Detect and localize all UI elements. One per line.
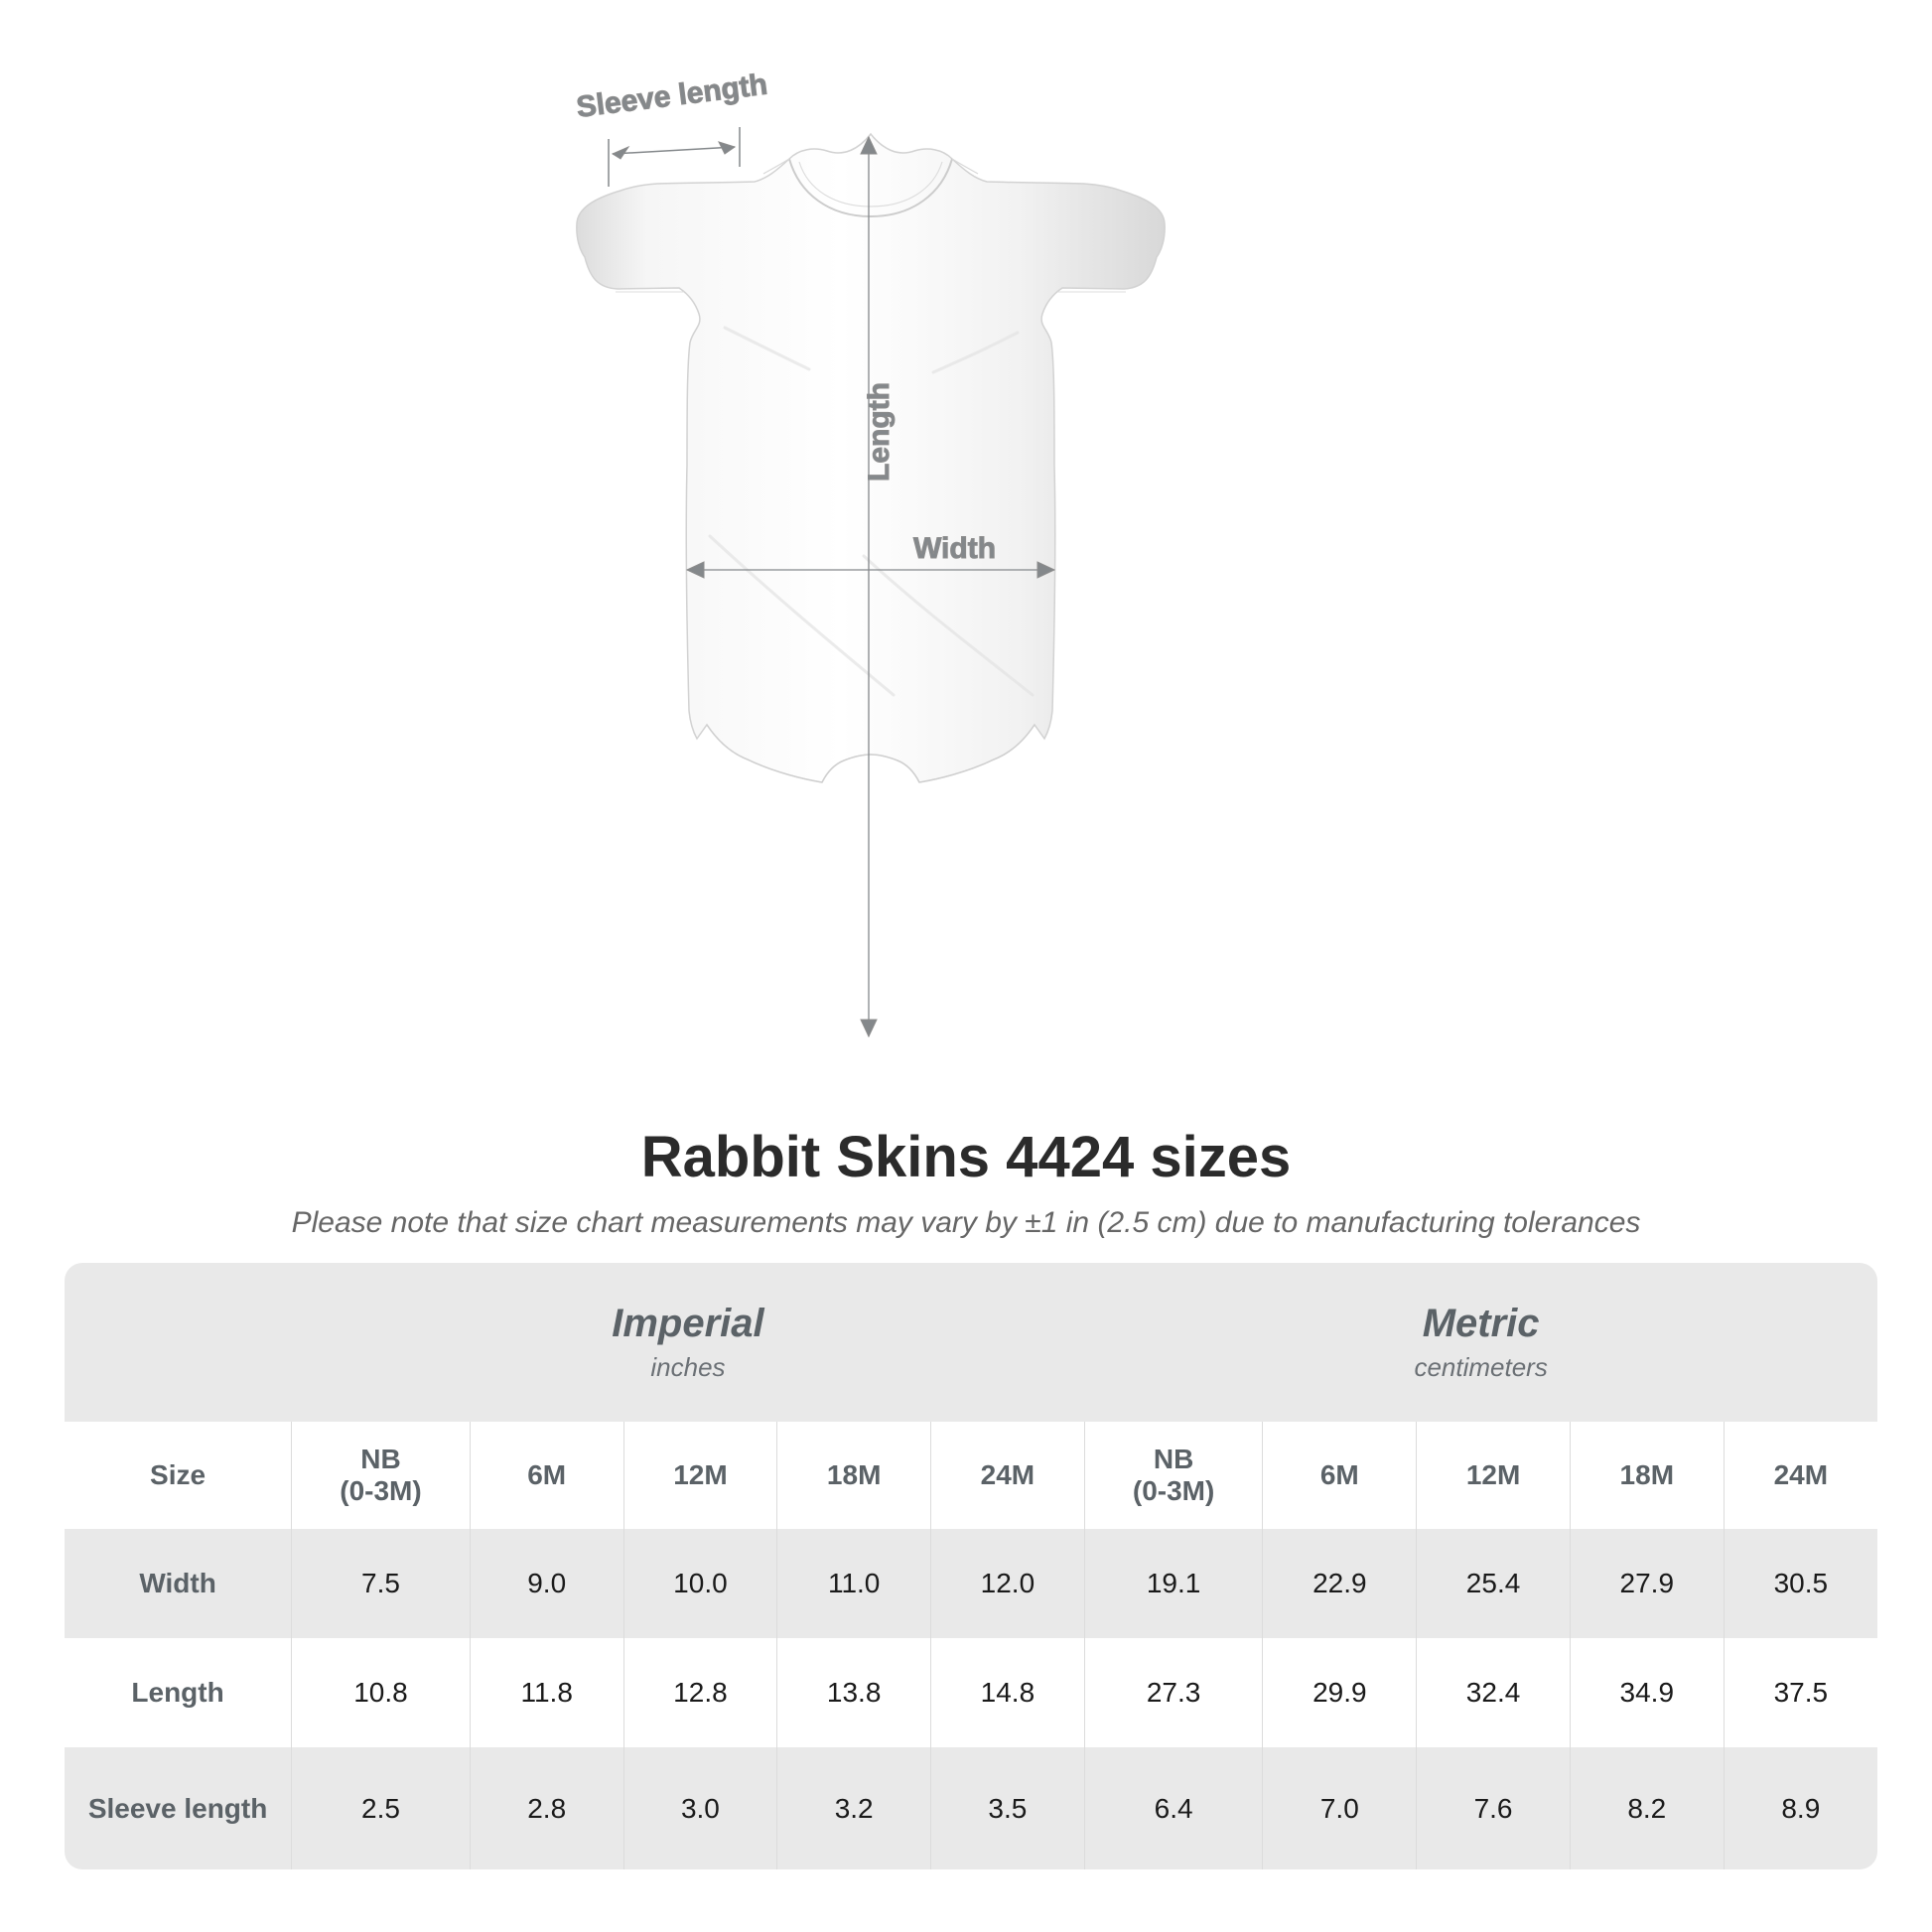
svg-text:Length: Length [863,382,896,482]
svg-text:Width: Width [913,532,996,565]
svg-text:Sleeve length: Sleeve length [575,69,769,124]
